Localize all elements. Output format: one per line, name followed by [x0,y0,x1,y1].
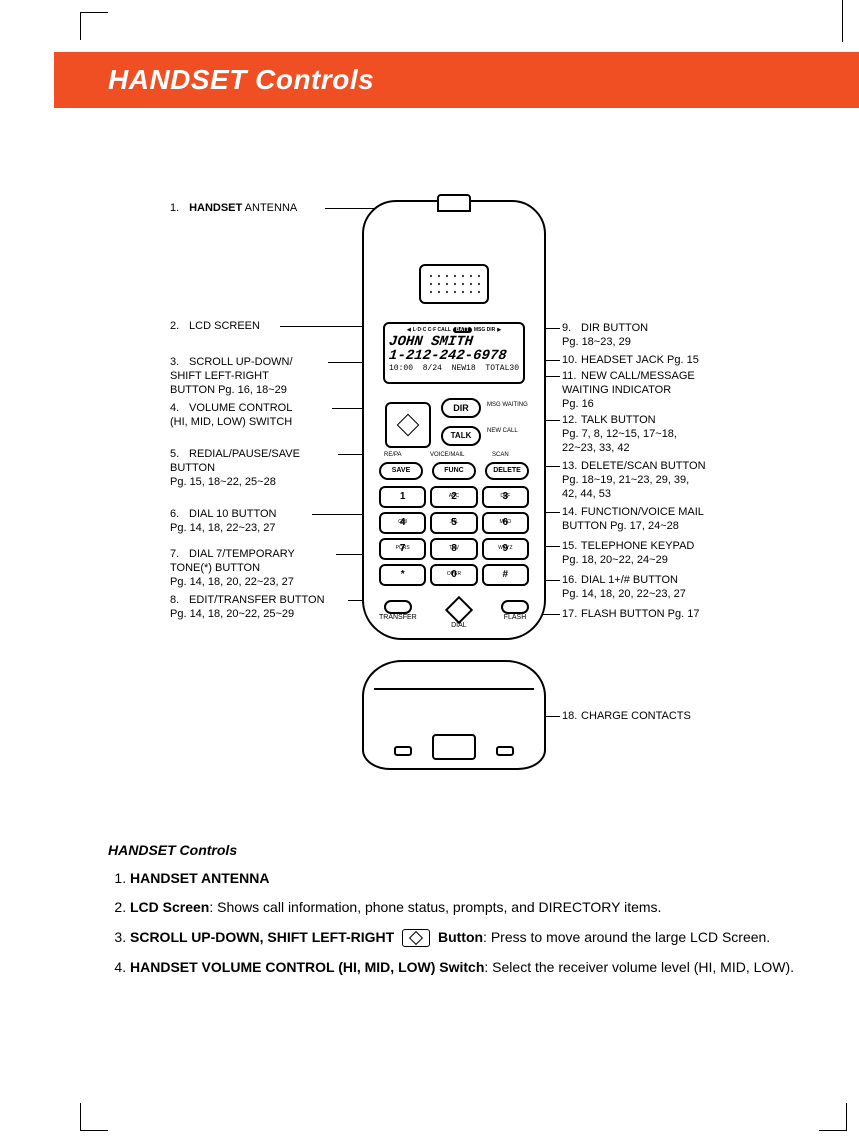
callout-left: 5. REDIAL/PAUSE/SAVEBUTTONPg. 15, 18~22,… [170,448,350,489]
scroll-pad-icon [385,402,431,448]
crop-mark [80,12,108,40]
keypad-key: 9WXYZ [482,538,529,560]
crop-mark [842,0,843,42]
callout-left: 4. VOLUME CONTROL(HI, MID, LOW) SWITCH [170,402,350,430]
leader-line [546,360,560,361]
keypad-key: 2ABC [430,486,477,508]
body-list-item: HANDSET ANTENNA [130,868,799,890]
body-list: HANDSET ANTENNA LCD Screen: Shows call in… [108,868,799,979]
telephone-keypad: 12ABC3DEF 4GHI5JKL6MNO 7PQRS8TUV9WXYZ *0OPE… [379,486,529,586]
keypad-key: 3DEF [482,486,529,508]
callout-right: 15. TELEPHONE KEYPADPg. 18, 20~22, 24~29 [562,540,772,568]
body-text: HANDSET Controls HANDSET ANTENNA LCD Scre… [108,840,799,986]
flash-button-icon [501,600,529,614]
leader-line [546,716,560,717]
callout-right: 12. TALK BUTTONPg. 7, 8, 12~15, 17~18,22… [562,414,772,455]
keypad-key: * [379,564,426,586]
battery-door-icon [432,734,476,760]
keypad-key: 8TUV [430,538,477,560]
keypad-key: 0OPER [430,564,477,586]
callout-left: 6. DIAL 10 BUTTONPg. 14, 18, 22~23, 27 [170,508,350,536]
callout-right: 13. DELETE/SCAN BUTTONPg. 18~19, 21~23, … [562,460,772,501]
save-button: SAVE [379,462,423,480]
callout-left: 7. DIAL 7/TEMPORARYTONE(*) BUTTONPg. 14,… [170,548,350,589]
callout-right: 9. DIR BUTTONPg. 18~23, 29 [562,322,772,350]
crop-mark [819,1103,847,1131]
new-call-label: NEW CALL [487,428,518,434]
edit-transfer: TRANSFER [379,598,417,629]
talk-button: TALK [441,426,481,446]
leader-line [332,408,362,409]
soft-button-row: SAVE FUNC DELETE [379,462,529,480]
diagram: 1. HANDSET ANTENNA2. LCD SCREEN3. SCROLL… [80,180,780,790]
body-list-item: HANDSET VOLUME CONTROL (HI, MID, LOW) Sw… [130,957,799,979]
antenna [437,194,471,212]
lcd-name: JOHN SMITH [388,335,519,349]
func-button: FUNC [432,462,476,480]
repa-label: RE/PA [384,452,402,458]
keypad-key: 1 [379,486,426,508]
body-list-item: LCD Screen: Shows call information, phon… [130,897,799,919]
scroll-icon [402,929,430,947]
crop-mark [80,1103,108,1131]
lcd-bottom-row: 10:00 8/24 NEW18 TOTAL30 [389,364,519,373]
voicemail-label: VOICE/MAIL [430,452,464,458]
callout-left: 1. HANDSET ANTENNA [170,202,350,216]
msg-waiting-label: MSG WAITING [487,402,528,408]
scan-label: SCAN [492,452,509,458]
delete-button: DELETE [485,462,529,480]
callout-left: 3. SCROLL UP-DOWN/SHIFT LEFT-RIGHTBUTTON… [170,356,350,397]
pict-icon [445,596,473,624]
keypad-key: 5JKL [430,512,477,534]
flash: FLASH [501,598,529,629]
dir-button: DIR [441,398,481,418]
callout-right: 16. DIAL 1+/# BUTTONPg. 14, 18, 20, 22~2… [562,574,772,602]
page-title: HANDSET Controls [108,64,374,96]
callout-right: 18. CHARGE CONTACTS [562,710,772,724]
keypad-key: 6MNO [482,512,529,534]
charge-contact-icon [394,746,412,756]
body-list-item: SCROLL UP-DOWN, SHIFT LEFT-RIGHT Button:… [130,927,799,949]
keypad-key: 4GHI [379,512,426,534]
pict-dial: DIAL [449,598,469,629]
handset-front: ◀ L·D·C C·F CALL BATT MSG DIR ▶ JOHN SMI… [362,200,546,640]
callout-right: 14. FUNCTION/VOICE MAILBUTTON Pg. 17, 24… [562,506,772,534]
keypad-key: # [482,564,529,586]
callout-right: 17. FLASH BUTTON Pg. 17 [562,608,772,622]
lcd-status-row: ◀ L·D·C C·F CALL BATT MSG DIR ▶ [389,327,519,333]
speaker-icon [419,264,489,304]
keypad-key: 7PQRS [379,538,426,560]
bottom-row: TRANSFER DIAL FLASH [379,598,529,629]
lcd-number: 1-212-242-6978 [388,349,519,363]
title-bar: HANDSET Controls [54,52,859,108]
body-heading: HANDSET Controls [108,840,799,862]
page: HANDSET Controls 1. HANDSET ANTENNA2. LC… [0,0,859,1143]
charge-contact-icon [496,746,514,756]
callout-left: 8. EDIT/TRANSFER BUTTONPg. 14, 18, 20~22… [170,594,350,622]
lcd-screen: ◀ L·D·C C·F CALL BATT MSG DIR ▶ JOHN SMI… [383,322,525,384]
handset-bottom-view [362,660,546,770]
nav-cluster: DIR TALK MSG WAITING NEW CALL [379,398,529,452]
callout-right: 10. HEADSET JACK Pg. 15 [562,354,772,368]
edit-button-icon [384,600,412,614]
callout-right: 11. NEW CALL/MESSAGEWAITING INDICATORPg.… [562,370,772,411]
